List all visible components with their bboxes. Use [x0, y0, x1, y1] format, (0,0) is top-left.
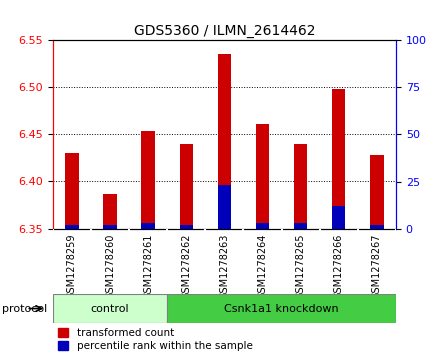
Bar: [65, 153, 78, 229]
Bar: [370, 225, 384, 229]
Bar: [218, 54, 231, 229]
Text: protocol: protocol: [2, 303, 48, 314]
Bar: [332, 89, 345, 229]
Bar: [370, 155, 384, 229]
Bar: [256, 223, 269, 229]
Text: GSM1278267: GSM1278267: [372, 234, 382, 299]
Bar: [103, 225, 117, 229]
Bar: [65, 225, 78, 229]
Legend: transformed count, percentile rank within the sample: transformed count, percentile rank withi…: [58, 328, 253, 351]
Bar: [256, 124, 269, 229]
Bar: [180, 144, 193, 229]
Text: Csnk1a1 knockdown: Csnk1a1 knockdown: [224, 303, 339, 314]
Text: GSM1278262: GSM1278262: [181, 234, 191, 299]
Bar: [103, 194, 117, 229]
Bar: [167, 294, 396, 323]
Text: GSM1278261: GSM1278261: [143, 234, 153, 299]
Bar: [332, 206, 345, 229]
Bar: [53, 294, 167, 323]
Text: control: control: [91, 303, 129, 314]
Text: GSM1278264: GSM1278264: [257, 234, 268, 299]
Text: GSM1278265: GSM1278265: [296, 234, 306, 299]
Bar: [294, 223, 307, 229]
Bar: [294, 144, 307, 229]
Title: GDS5360 / ILMN_2614462: GDS5360 / ILMN_2614462: [134, 24, 315, 37]
Bar: [142, 223, 155, 229]
Text: GSM1278263: GSM1278263: [220, 234, 229, 299]
Bar: [218, 185, 231, 229]
Bar: [180, 225, 193, 229]
Bar: [142, 131, 155, 229]
Text: GSM1278260: GSM1278260: [105, 234, 115, 299]
Text: GSM1278266: GSM1278266: [334, 234, 344, 299]
Text: GSM1278259: GSM1278259: [67, 234, 77, 299]
